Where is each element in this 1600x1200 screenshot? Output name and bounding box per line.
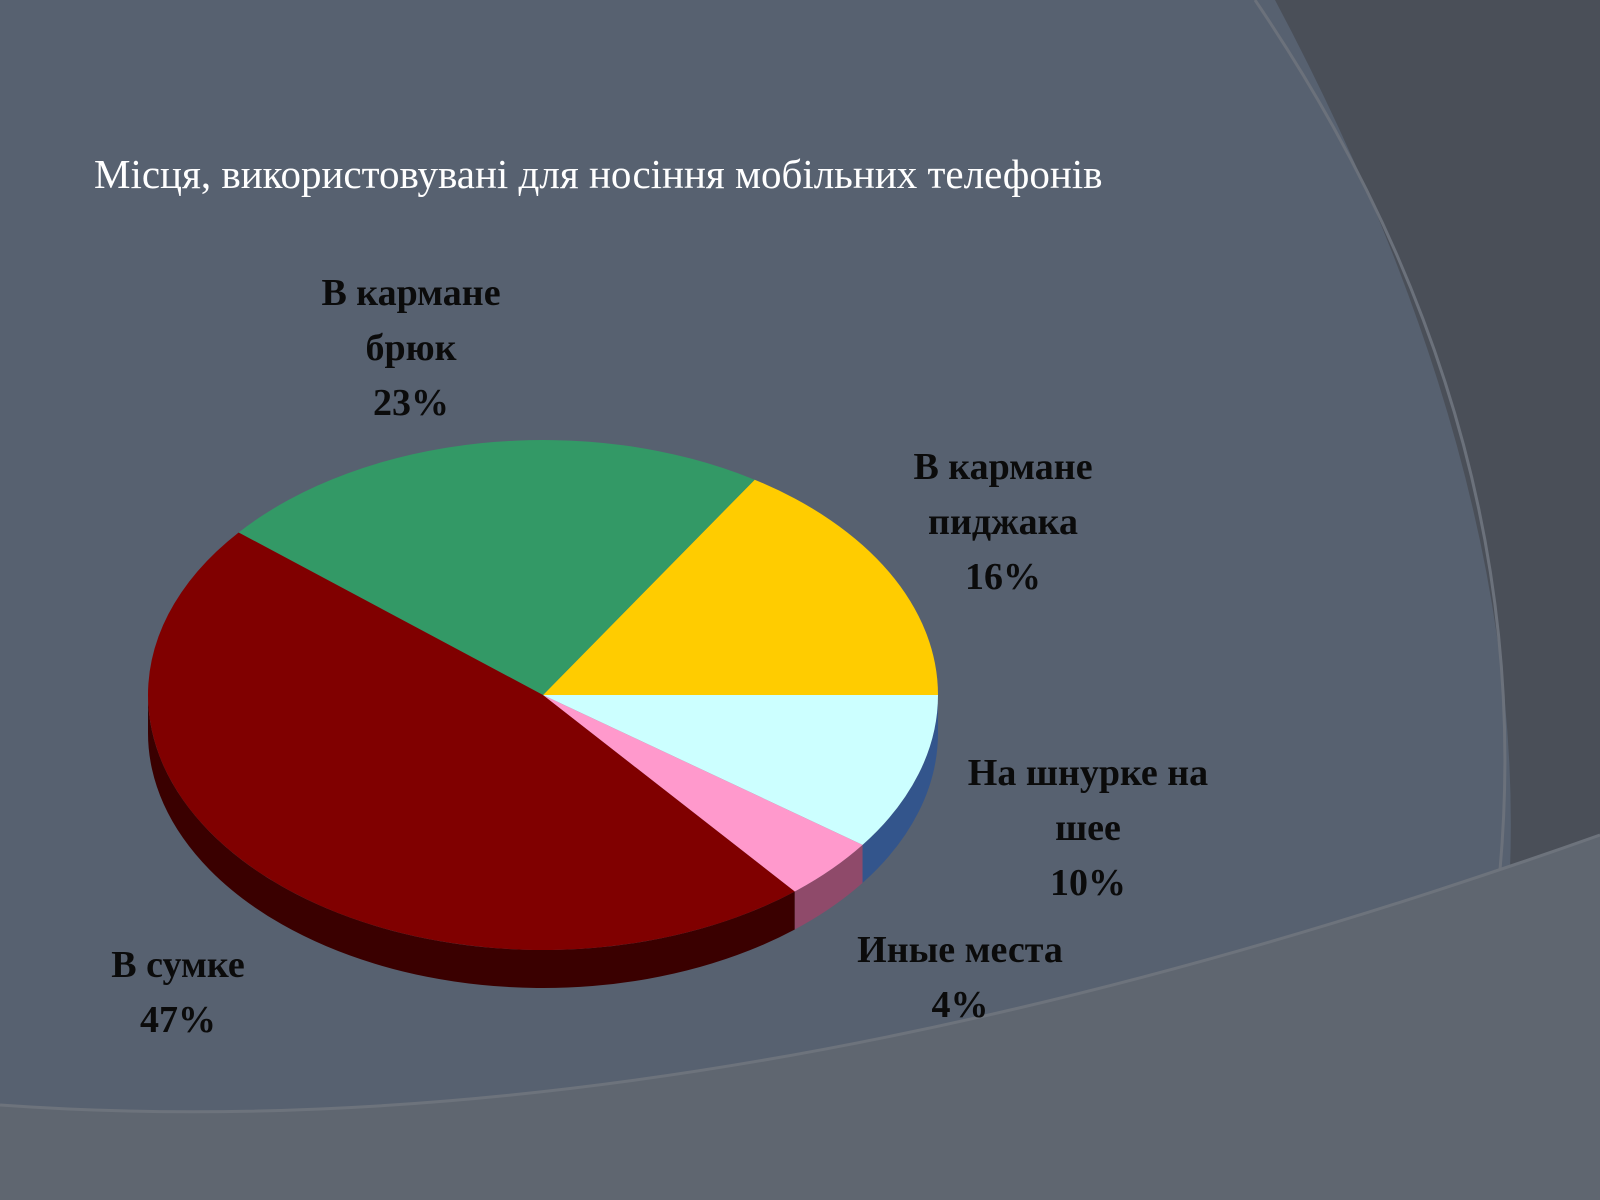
pie-slice-neck-lanyard bbox=[543, 695, 938, 845]
value-label: 16% bbox=[964, 556, 1041, 598]
label-line: В кармане bbox=[913, 446, 1093, 488]
background-bottom-arc bbox=[0, 833, 1600, 1114]
slice-label-jacket-pocket: В кармане пиджака 16% bbox=[913, 440, 1092, 605]
pie-tops bbox=[147, 440, 938, 951]
pie-sides bbox=[148, 695, 938, 988]
background-dark-band bbox=[1275, 0, 1600, 870]
value-label: 23% bbox=[372, 382, 449, 424]
pie-slice-jacket-pocket bbox=[543, 479, 938, 695]
background-arc-highlight bbox=[1253, 0, 1507, 871]
slice-label-neck-lanyard: На шнурке на шее 10% bbox=[968, 746, 1208, 911]
label-line: брюк bbox=[365, 327, 457, 369]
pie-slice-bag bbox=[147, 532, 795, 951]
value-label: 4% bbox=[931, 984, 989, 1026]
slice-label-bag: В сумке 47% bbox=[111, 938, 244, 1048]
chart-title: Місця, використовувані для носіння мобіл… bbox=[94, 151, 1103, 197]
label-line: В сумке bbox=[111, 944, 245, 986]
slice-label-other-places: Иные места 4% bbox=[857, 923, 1063, 1033]
value-label: 47% bbox=[139, 999, 216, 1041]
label-line: шее bbox=[1055, 807, 1121, 849]
label-line: На шнурке на bbox=[967, 752, 1209, 794]
background-bottom-band bbox=[0, 835, 1600, 1200]
pie-side-bag bbox=[148, 695, 795, 988]
pie-side-neck-lanyard bbox=[862, 695, 938, 883]
label-line: пиджака bbox=[928, 501, 1078, 543]
pie-slice-trouser-pocket bbox=[238, 440, 755, 695]
slice-label-trouser-pocket: В кармане брюк 23% bbox=[321, 266, 500, 431]
pie-slice-other-places bbox=[543, 695, 863, 892]
label-line: В кармане bbox=[321, 272, 501, 314]
label-line: Иные места bbox=[857, 929, 1063, 971]
value-label: 10% bbox=[1049, 862, 1126, 904]
pie-side-other-places bbox=[794, 844, 863, 930]
